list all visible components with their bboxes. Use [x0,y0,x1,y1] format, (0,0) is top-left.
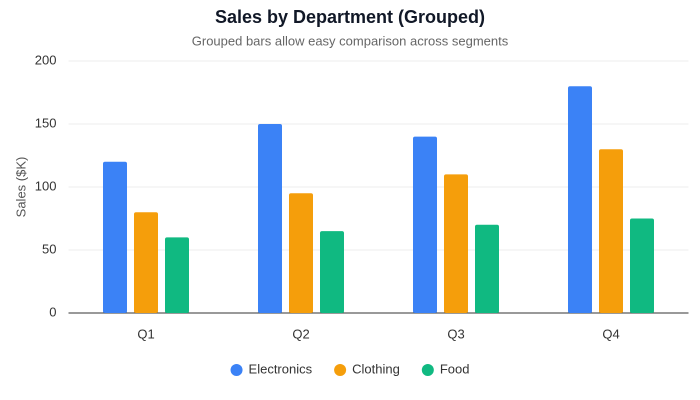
legend-label: Food [440,361,470,376]
legend-label: Clothing [352,361,400,376]
x-tick-label: Q3 [447,326,464,341]
y-tick-label: 50 [42,241,56,256]
legend-marker [334,364,347,376]
bar [258,124,282,313]
y-tick-label: 150 [35,115,57,130]
bar [444,174,468,313]
x-tick-label: Q2 [292,326,309,341]
bar [599,149,623,313]
y-tick-label: 100 [35,178,57,193]
bar [413,136,437,313]
legend-marker [421,364,434,376]
chart-subtitle: Grouped bars allow easy comparison acros… [192,33,509,48]
legend-label: Electronics [249,361,313,376]
bar [320,231,344,313]
bar [165,237,189,313]
y-axis-label: Sales ($K) [13,157,28,218]
x-tick-label: Q1 [137,326,154,341]
bar [630,218,654,313]
bar [289,193,313,313]
chart-title: Sales by Department (Grouped) [215,7,485,27]
y-tick-label: 200 [35,52,57,67]
bar [475,224,499,313]
bar [103,161,127,313]
bar [134,212,158,313]
bar [568,86,592,313]
legend-marker [230,364,243,376]
y-tick-label: 0 [49,304,56,319]
x-tick-label: Q4 [602,326,619,341]
